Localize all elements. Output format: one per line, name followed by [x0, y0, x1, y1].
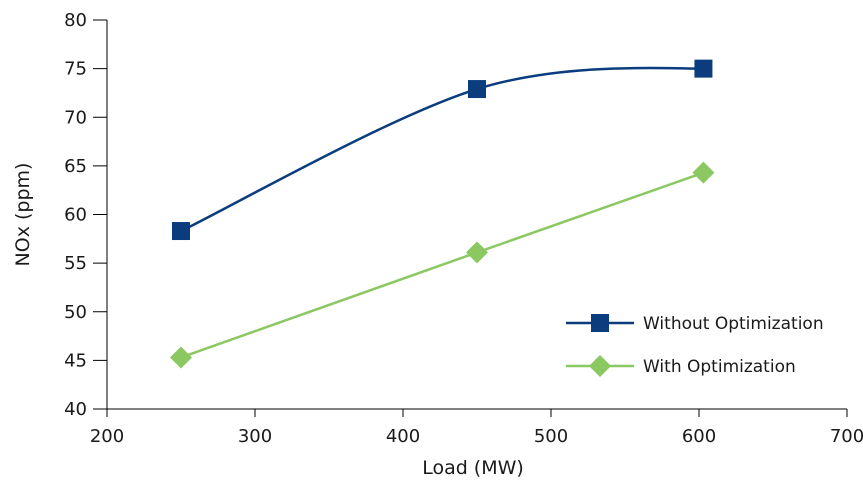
- x-tick-label: 700: [830, 426, 863, 447]
- x-tick-label: 200: [90, 426, 124, 447]
- series-line-without-optimization: [180, 66, 704, 233]
- data-point-without-optimization: [468, 80, 486, 99]
- legend-item-without-optimization: Without Optimization: [566, 314, 824, 334]
- x-tick-label: 600: [682, 426, 716, 447]
- y-tick-label: 60: [64, 205, 87, 226]
- legend-label: Without Optimization: [643, 314, 824, 334]
- x-ticks: 200 300 400 500 600 700: [90, 409, 863, 447]
- y-tick-label: 80: [64, 10, 87, 31]
- data-point-with-optimization: [692, 161, 715, 184]
- series-layer: [170, 59, 715, 369]
- y-tick-label: 55: [64, 253, 87, 274]
- legend-marker: [589, 355, 611, 377]
- axes: [106, 20, 847, 410]
- series-without-optimization: [172, 59, 713, 241]
- x-tick-label: 300: [238, 426, 272, 447]
- y-ticks: 40 45 50 55 60 65 70 75 80: [64, 10, 107, 420]
- data-point-with-optimization: [170, 346, 192, 369]
- y-tick-label: 45: [64, 350, 87, 371]
- x-tick-label: 400: [386, 426, 420, 447]
- y-tick-label: 40: [64, 399, 87, 420]
- x-axis-title: Load (MW): [422, 457, 524, 479]
- data-point-with-optimization: [466, 241, 488, 264]
- legend-item-with-optimization: With Optimization: [566, 355, 796, 377]
- y-tick-label: 65: [64, 156, 87, 177]
- y-tick-label: 75: [64, 59, 87, 80]
- data-point-without-optimization: [694, 59, 713, 78]
- legend-label: With Optimization: [643, 357, 796, 377]
- y-tick-label: 50: [64, 302, 87, 323]
- series-with-optimization: [170, 161, 715, 369]
- y-tick-label: 70: [64, 107, 87, 128]
- legend: Without Optimization With Optimization: [566, 314, 824, 377]
- y-axis-title: NOx (ppm): [12, 163, 34, 267]
- x-tick-label: 500: [534, 426, 568, 447]
- legend-marker: [591, 314, 609, 332]
- data-point-without-optimization: [172, 222, 190, 241]
- series-line-with-optimization: [180, 171, 704, 359]
